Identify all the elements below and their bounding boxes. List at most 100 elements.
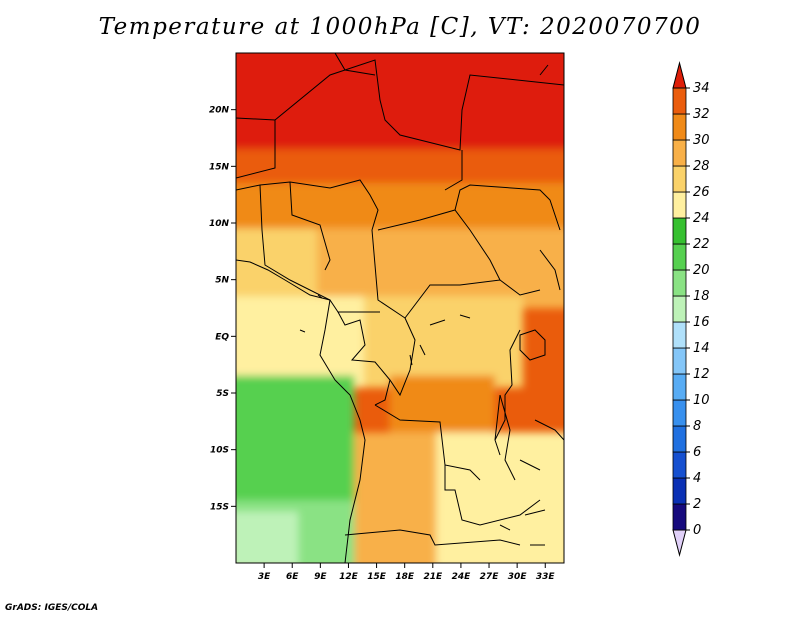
- colorbar-label: 12: [693, 367, 710, 382]
- colorbar-label: 14: [693, 341, 710, 356]
- border-line: [337, 311, 391, 406]
- colorbar-swatch: [672, 113, 687, 141]
- colorbar-label: 34: [693, 81, 710, 96]
- colorbar-label: 0: [693, 523, 701, 538]
- colorbar-label: 16: [693, 315, 710, 330]
- grads-credit: GrADS: IGES/COLA: [5, 603, 99, 613]
- border-line: [236, 117, 276, 179]
- colorbar-swatch: [672, 295, 687, 323]
- border-line: [236, 259, 366, 563]
- temp-region: [351, 432, 449, 563]
- x-tick-label: 33E: [536, 572, 556, 582]
- y-tick-label: 10S: [210, 446, 229, 456]
- colorbar-label: 6: [693, 445, 701, 460]
- y-tick-label: 15S: [210, 502, 229, 512]
- colorbar-swatch: [672, 191, 687, 219]
- colorbar-swatch: [672, 87, 687, 115]
- border-line: [299, 294, 323, 333]
- colorbar-swatch: [672, 165, 687, 193]
- chart-title: Temperature at 1000hPa [C], VT: 20200707…: [98, 14, 702, 40]
- temp-region: [236, 53, 564, 161]
- colorbar-label: 8: [693, 419, 701, 434]
- temperature-field: [236, 53, 564, 563]
- colorbar-label: 10: [693, 393, 710, 408]
- map-frame: [235, 52, 565, 564]
- colorbar-label: 30: [693, 133, 710, 148]
- border-line: [236, 179, 379, 231]
- colorbar-swatch: [672, 243, 687, 271]
- temp-region: [436, 432, 564, 563]
- temp-region: [304, 228, 564, 309]
- x-tick-label: 21E: [423, 572, 443, 582]
- colorbar-label: 18: [693, 289, 710, 304]
- colorbar-over-triangle: [672, 61, 687, 89]
- colorbar-swatch: [672, 321, 687, 349]
- colorbar-label: 28: [693, 159, 710, 174]
- country-borders: [236, 53, 564, 563]
- x-tick-label: 27E: [480, 572, 500, 582]
- x-tick-label: 6E: [286, 572, 299, 582]
- y-tick-label: 5N: [215, 276, 229, 286]
- border-line: [494, 329, 521, 441]
- border-line: [494, 394, 501, 456]
- y-tick-label: 5S: [216, 389, 229, 399]
- border-line: [377, 209, 501, 281]
- y-tick-label: EQ: [215, 332, 229, 342]
- x-tick-label: 18E: [395, 572, 415, 582]
- border-line: [539, 64, 549, 76]
- x-axis: 3E 6E 9E 12E 15E 18E 21E 24E 27E 30E 33E: [258, 563, 556, 582]
- x-tick-label: 15E: [367, 572, 387, 582]
- x-tick-label: 12E: [339, 572, 359, 582]
- colorbar-label: 24: [693, 211, 710, 226]
- border-line: [344, 529, 521, 546]
- border-line: [334, 53, 376, 76]
- border-line: [499, 394, 516, 481]
- border-line: [409, 314, 471, 366]
- y-tick-label: 15N: [209, 162, 230, 172]
- colorbar-swatch: [672, 373, 687, 401]
- border-line: [371, 229, 541, 319]
- border-line: [499, 459, 546, 546]
- border-line: [444, 465, 541, 526]
- x-tick-label: 24E: [452, 572, 472, 582]
- colorbar-label: 4: [693, 471, 701, 486]
- colorbar-swatch: [672, 477, 687, 505]
- x-tick-label: 3E: [258, 572, 271, 582]
- colorbar-swatch: [672, 451, 687, 479]
- border-line: [519, 329, 546, 361]
- colorbar-swatch: [672, 503, 687, 531]
- map-area: [236, 53, 564, 563]
- temp-region: [236, 375, 355, 513]
- colorbar-under-triangle: [672, 529, 687, 557]
- y-tick-label: 20N: [209, 106, 230, 116]
- border-line: [274, 59, 564, 151]
- border-line: [534, 419, 564, 441]
- border-line: [539, 249, 561, 291]
- colorbar-swatch: [672, 139, 687, 167]
- temp-region: [236, 511, 299, 563]
- colorbar-label: 32: [693, 107, 710, 122]
- colorbar-label: 22: [693, 237, 710, 252]
- temp-region: [236, 228, 317, 309]
- colorbar-swatch: [672, 347, 687, 375]
- border-line: [374, 404, 481, 481]
- y-tick-label: 10N: [209, 219, 230, 229]
- colorbar-swatch: [672, 217, 687, 245]
- temp-region: [236, 296, 364, 388]
- border-line: [444, 150, 463, 191]
- colorbar-label: 20: [693, 263, 710, 278]
- temp-region: [351, 296, 524, 388]
- border-line: [454, 184, 561, 231]
- colorbar-swatch: [672, 399, 687, 427]
- colorbar-swatch: [672, 425, 687, 453]
- x-tick-label: 30E: [508, 572, 528, 582]
- colorbar-swatch: [672, 269, 687, 297]
- border-line: [289, 181, 331, 271]
- x-tick-label: 9E: [314, 572, 327, 582]
- y-axis: 20N 15N 10N 5N EQ 5S 10S 15S: [209, 106, 236, 512]
- colorbar-label: 26: [693, 185, 710, 200]
- colorbar-label: 2: [693, 497, 701, 512]
- border-line: [389, 317, 416, 397]
